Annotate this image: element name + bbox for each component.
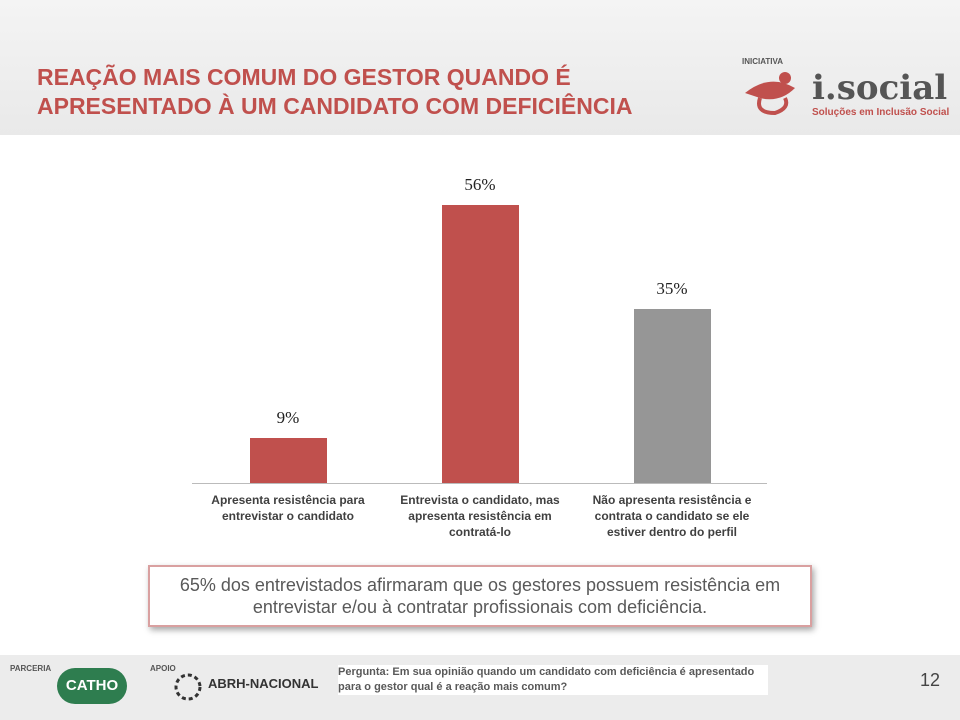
header-band bbox=[0, 0, 960, 135]
category-label: Entrevista o candidato, mas apresenta re… bbox=[400, 493, 560, 539]
bar bbox=[633, 309, 711, 483]
partner-logo: CATHO bbox=[57, 668, 127, 704]
bar bbox=[441, 205, 519, 483]
question: Pergunta: Em sua opinião quando um candi… bbox=[338, 665, 768, 695]
category-label: Não apresenta resistência e contrata o c… bbox=[592, 493, 752, 539]
logo-icon bbox=[745, 72, 795, 116]
page-number: 12 bbox=[920, 670, 941, 690]
logo-text: i.social bbox=[812, 68, 948, 108]
slide-title: APRESENTADO À UM CANDIDATO COM DEFICIÊNC… bbox=[37, 93, 633, 119]
callout: 65% dos entrevistados afirmaram que os g… bbox=[148, 565, 812, 627]
support-logo: ABRH-NACIONAL bbox=[208, 676, 319, 691]
category-label: Apresenta resistência para entrevistar o… bbox=[211, 493, 365, 523]
value-label: 9% bbox=[276, 408, 300, 428]
baseline bbox=[192, 483, 767, 484]
slide-title: REAÇÃO MAIS COMUM DO GESTOR QUANDO É bbox=[37, 64, 571, 90]
partner-caption: PARCERIA bbox=[10, 664, 52, 673]
support-icon bbox=[174, 673, 202, 701]
logo-caption: INICIATIVA bbox=[742, 57, 784, 66]
callout-text: 65% dos entrevistados afirmaram que os g… bbox=[179, 575, 781, 617]
logo-subtitle: Soluções em Inclusão Social bbox=[812, 107, 950, 118]
chart: 9% Apresenta resistência para entrevistar… bbox=[192, 175, 767, 539]
value-label: 35% bbox=[656, 279, 688, 299]
value-label: 56% bbox=[464, 175, 496, 195]
support-caption: APOIO bbox=[150, 664, 176, 673]
bar bbox=[249, 438, 327, 483]
